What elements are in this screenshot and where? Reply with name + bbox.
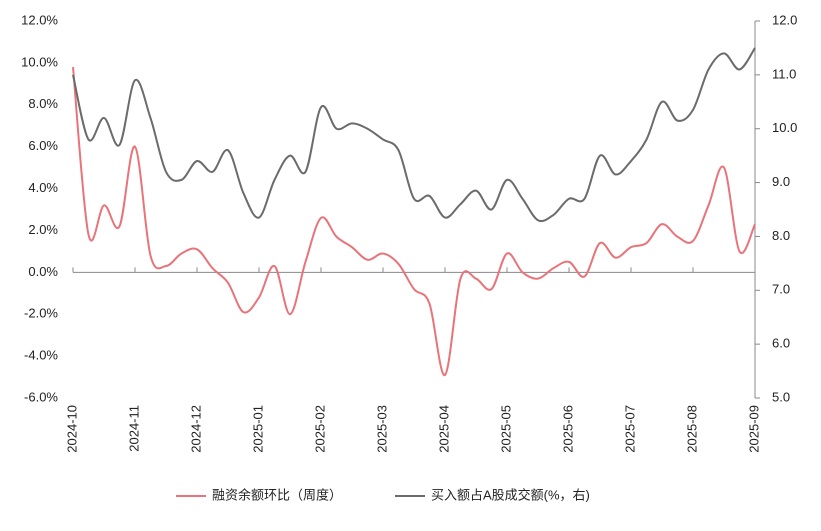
y-tick-label: 4.0% <box>28 180 58 195</box>
y2-tick-label: 11.0 <box>772 66 796 81</box>
y2-tick-label: 6.0 <box>772 336 790 351</box>
x-tick-label: 2025-06 <box>560 405 575 453</box>
x-tick-label: 2025-05 <box>498 405 513 453</box>
x-tick-label: 2024-11 <box>126 405 141 452</box>
x-tick-label: 2024-10 <box>64 405 79 453</box>
y-tick-label: -2.0% <box>24 306 58 321</box>
y-tick-label: -6.0% <box>24 389 58 404</box>
y-tick-label: 0.0% <box>28 264 58 279</box>
y2-tick-label: 7.0 <box>772 282 790 297</box>
series-line <box>72 47 756 223</box>
x-tick-label: 2025-07 <box>622 405 637 453</box>
y2-tick-label: 10.0 <box>772 120 797 135</box>
x-tick-label: 2024-12 <box>188 405 203 453</box>
y2-tick-label: 12.0 <box>772 12 797 27</box>
y-tick-label: -4.0% <box>24 348 58 363</box>
series-line <box>72 66 756 376</box>
y2-tick-label: 5.0 <box>772 389 790 404</box>
y-tick-label: 10.0% <box>21 54 58 69</box>
x-tick-label: 2025-08 <box>684 405 699 453</box>
y-tick-label: 8.0% <box>28 96 58 111</box>
x-tick-label: 2025-01 <box>250 405 265 453</box>
legend-label: 买入额占A股成交额(%，右) <box>431 487 590 502</box>
x-tick-label: 2025-02 <box>312 405 327 453</box>
x-tick-label: 2025-09 <box>746 405 761 453</box>
legend-label: 融资余额环比（周度） <box>212 487 342 502</box>
x-tick-label: 2025-03 <box>374 405 389 453</box>
y2-tick-label: 9.0 <box>772 174 790 189</box>
x-tick-label: 2025-04 <box>436 405 451 453</box>
y-tick-label: 6.0% <box>28 138 58 153</box>
y2-tick-label: 8.0 <box>772 228 790 243</box>
y-tick-label: 12.0% <box>21 12 58 27</box>
y-tick-label: 2.0% <box>28 222 58 237</box>
